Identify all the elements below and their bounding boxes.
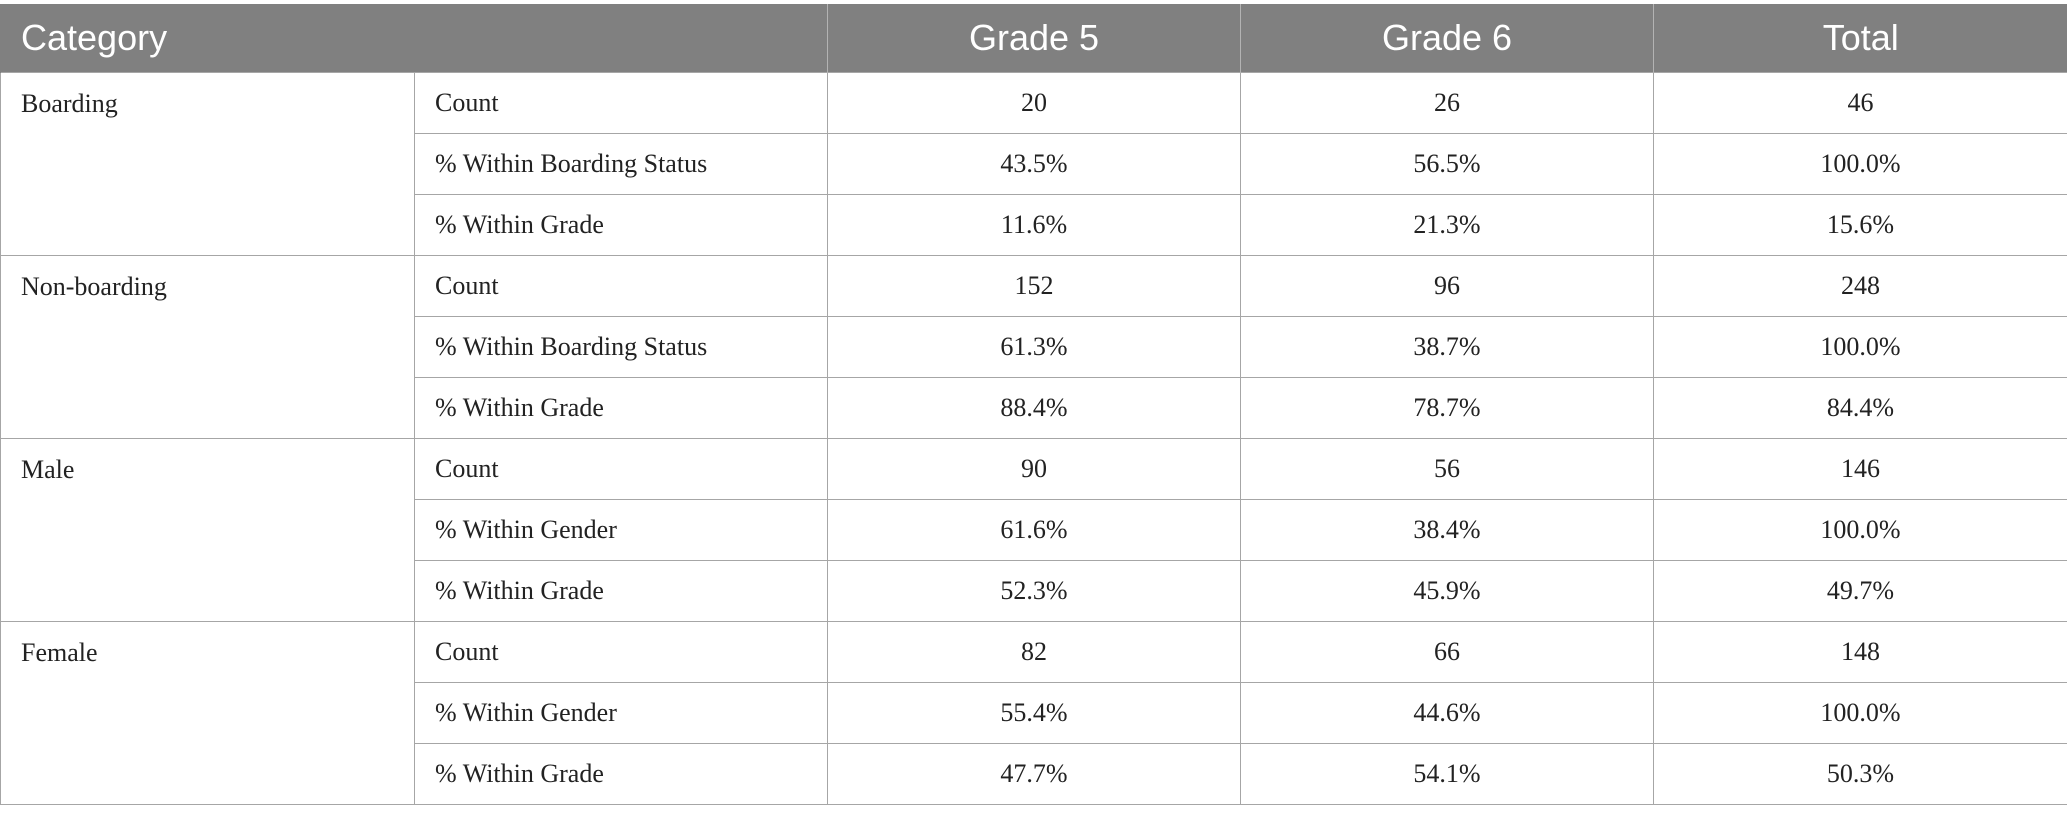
grade5-cell: 52.3%: [827, 559, 1242, 622]
table-row: % Within Grade 52.3% 45.9% 49.7%: [1, 559, 2067, 622]
total-cell: 248: [1653, 254, 2067, 317]
table-row: Male Count 90 56 146: [0, 437, 2067, 622]
grade5-cell: 82: [827, 620, 1242, 683]
grade5-cell: 61.6%: [827, 498, 1242, 561]
crosstab-table: Category Grade 5 Grade 6 Total Boarding …: [0, 4, 2067, 805]
grade5-cell: 20: [827, 71, 1242, 134]
row-label: % Within Boarding Status: [413, 132, 829, 195]
total-cell: 100.0%: [1653, 498, 2067, 561]
table-row: % Within Gender 55.4% 44.6% 100.0%: [1, 681, 2067, 744]
grade5-cell: 55.4%: [827, 681, 1242, 744]
total-cell: 46: [1653, 71, 2067, 134]
grade6-cell: 26: [1240, 71, 1655, 134]
header-grade5: Grade 5: [827, 4, 1241, 72]
table-row: % Within Grade 47.7% 54.1% 50.3%: [1, 742, 2067, 805]
table-row: Boarding Count 20 26 46: [0, 71, 2067, 256]
total-cell: 100.0%: [1653, 315, 2067, 378]
row-label: Count: [413, 254, 829, 317]
grade5-cell: 61.3%: [827, 315, 1242, 378]
total-cell: 49.7%: [1653, 559, 2067, 622]
grade6-cell: 45.9%: [1240, 559, 1655, 622]
grade6-cell: 38.7%: [1240, 315, 1655, 378]
row-label: % Within Boarding Status: [413, 315, 829, 378]
table-row: % Within Boarding Status 61.3% 38.7% 100…: [1, 315, 2067, 378]
grade6-cell: 66: [1240, 620, 1655, 683]
grade6-cell: 21.3%: [1240, 193, 1655, 256]
header-grade6: Grade 6: [1240, 4, 1654, 72]
table-row: % Within Gender 61.6% 38.4% 100.0%: [1, 498, 2067, 561]
grade5-cell: 90: [827, 437, 1242, 500]
grade6-cell: 96: [1240, 254, 1655, 317]
grade5-cell: 43.5%: [827, 132, 1242, 195]
total-cell: 100.0%: [1653, 681, 2067, 744]
group-label: Male: [0, 437, 415, 622]
total-cell: 146: [1653, 437, 2067, 500]
total-cell: 15.6%: [1653, 193, 2067, 256]
grade6-cell: 54.1%: [1240, 742, 1655, 805]
row-label: % Within Grade: [413, 559, 829, 622]
row-label: % Within Grade: [413, 193, 829, 256]
header-total: Total: [1653, 4, 2067, 72]
group-label: Boarding: [0, 71, 415, 256]
grade5-cell: 88.4%: [827, 376, 1242, 439]
table-row: Female Count 82 66 148: [0, 620, 2067, 805]
grade6-cell: 78.7%: [1240, 376, 1655, 439]
header-category: Category: [0, 4, 828, 72]
grade6-cell: 44.6%: [1240, 681, 1655, 744]
table-row: Non-boarding Count 152 96 248: [0, 254, 2067, 439]
header-row: Category Grade 5 Grade 6 Total: [0, 4, 2067, 72]
grade5-cell: 47.7%: [827, 742, 1242, 805]
grade6-cell: 56.5%: [1240, 132, 1655, 195]
grade5-cell: 152: [827, 254, 1242, 317]
row-label: % Within Grade: [413, 742, 829, 805]
total-cell: 148: [1653, 620, 2067, 683]
total-cell: 84.4%: [1653, 376, 2067, 439]
grade6-cell: 38.4%: [1240, 498, 1655, 561]
row-label: % Within Gender: [413, 681, 829, 744]
table-row: % Within Grade 88.4% 78.7% 84.4%: [1, 376, 2067, 439]
row-label: % Within Gender: [413, 498, 829, 561]
group-label: Female: [0, 620, 415, 805]
group-label: Non-boarding: [0, 254, 415, 439]
row-label: Count: [413, 437, 829, 500]
total-cell: 100.0%: [1653, 132, 2067, 195]
total-cell: 50.3%: [1653, 742, 2067, 805]
grade5-cell: 11.6%: [827, 193, 1242, 256]
row-label: Count: [413, 71, 829, 134]
row-label: % Within Grade: [413, 376, 829, 439]
grade6-cell: 56: [1240, 437, 1655, 500]
row-label: Count: [413, 620, 829, 683]
